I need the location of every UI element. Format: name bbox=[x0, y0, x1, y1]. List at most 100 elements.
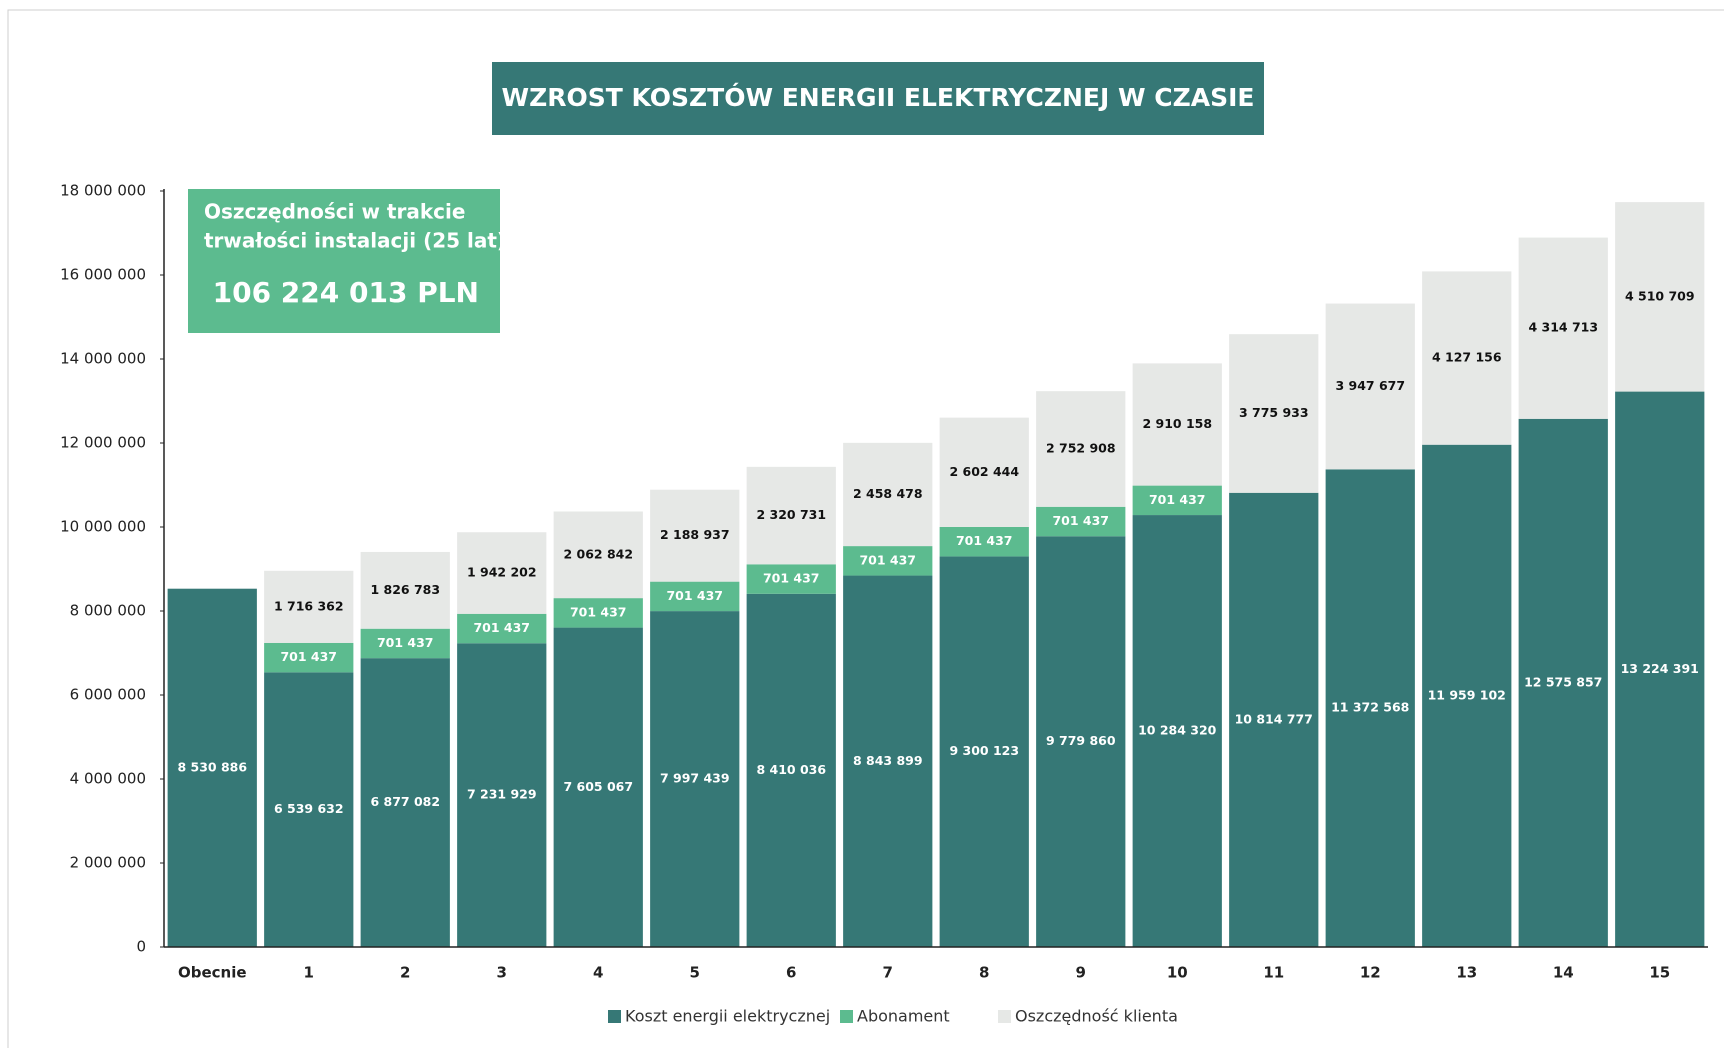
bar-segment bbox=[939, 526, 1029, 557]
bar-segment bbox=[843, 442, 933, 547]
bar-segment bbox=[264, 642, 354, 673]
value-label: 13 224 391 bbox=[1621, 661, 1699, 676]
value-label: 11 959 102 bbox=[1428, 687, 1506, 702]
bar-segment bbox=[457, 613, 547, 644]
value-label: 8 410 036 bbox=[756, 762, 826, 777]
y-tick-label: 12 000 000 bbox=[60, 434, 146, 452]
bar-segment bbox=[1132, 363, 1222, 486]
x-tick-label: 6 bbox=[786, 964, 796, 982]
value-label: 8 843 899 bbox=[853, 753, 923, 768]
x-tick-label: 2 bbox=[400, 964, 410, 982]
annotation-box bbox=[188, 189, 500, 333]
bar-segment bbox=[650, 489, 740, 582]
y-tick-label: 8 000 000 bbox=[70, 602, 146, 620]
value-label: 2 458 478 bbox=[853, 486, 923, 501]
value-label: 701 437 bbox=[666, 588, 723, 603]
value-label: 7 605 067 bbox=[563, 779, 633, 794]
value-label: 9 779 860 bbox=[1046, 733, 1116, 748]
bar-segment bbox=[746, 593, 836, 947]
bar-segment bbox=[457, 643, 547, 947]
y-tick-label: 14 000 000 bbox=[60, 350, 146, 368]
value-label: 701 437 bbox=[859, 552, 916, 567]
x-tick-label: 13 bbox=[1456, 964, 1477, 982]
bar-segment bbox=[1615, 202, 1705, 392]
x-tick-label: 9 bbox=[1076, 964, 1086, 982]
bar-segment bbox=[1422, 271, 1512, 445]
legend-swatch bbox=[608, 1010, 621, 1023]
bar-segment bbox=[1422, 444, 1512, 947]
bar-segment bbox=[746, 466, 836, 565]
y-tick-label: 10 000 000 bbox=[60, 518, 146, 536]
value-label: 4 510 709 bbox=[1625, 288, 1695, 303]
bar-segment bbox=[1325, 469, 1415, 947]
value-label: 2 062 842 bbox=[563, 546, 633, 561]
chart-title: WZROST KOSZTÓW ENERGII ELEKTRYCZNEJ W CZ… bbox=[502, 82, 1255, 112]
x-tick-label: Obecnie bbox=[178, 964, 247, 982]
bar-segment bbox=[1132, 485, 1222, 516]
annotation-text: trwałości instalacji (25 lat): bbox=[204, 229, 514, 253]
value-label: 701 437 bbox=[473, 620, 530, 635]
value-label: 3 947 677 bbox=[1335, 378, 1405, 393]
value-label: 1 716 362 bbox=[274, 598, 344, 613]
annotation-value: 106 224 013 PLN bbox=[213, 276, 479, 309]
x-tick-label: 1 bbox=[304, 964, 314, 982]
bar-segment bbox=[1036, 391, 1126, 507]
bar-segment bbox=[650, 581, 740, 612]
bar-segment bbox=[1036, 506, 1126, 537]
bar-segment bbox=[1036, 536, 1126, 947]
y-tick-label: 0 bbox=[136, 938, 146, 956]
value-label: 7 997 439 bbox=[660, 771, 730, 786]
y-tick-label: 2 000 000 bbox=[70, 854, 146, 872]
bar-segment bbox=[939, 417, 1029, 527]
value-label: 701 437 bbox=[763, 571, 820, 586]
x-tick-label: 8 bbox=[979, 964, 989, 982]
bar-segment bbox=[843, 546, 933, 576]
value-label: 2 188 937 bbox=[660, 527, 730, 542]
bar-segment bbox=[1325, 303, 1415, 470]
bar-segment bbox=[553, 627, 643, 947]
bar-segment bbox=[360, 551, 450, 629]
x-tick-label: 12 bbox=[1360, 964, 1381, 982]
legend-label: Oszczędność klienta bbox=[1015, 1007, 1178, 1026]
value-label: 701 437 bbox=[570, 604, 627, 619]
annotation-text: Oszczędności w trakcie bbox=[204, 200, 465, 224]
legend-label: Abonament bbox=[857, 1007, 950, 1026]
bar-segment bbox=[1615, 391, 1705, 948]
bar-segment bbox=[167, 588, 257, 947]
value-label: 3 775 933 bbox=[1239, 405, 1309, 420]
value-label: 1 826 783 bbox=[370, 582, 440, 597]
value-label: 10 284 320 bbox=[1138, 723, 1217, 738]
y-tick-label: 4 000 000 bbox=[70, 770, 146, 788]
x-tick-label: 4 bbox=[593, 964, 603, 982]
bar-segment bbox=[264, 570, 354, 643]
bar-segment bbox=[1518, 418, 1608, 948]
legend-label: Koszt energii elektrycznej bbox=[625, 1007, 830, 1026]
x-tick-label: 3 bbox=[497, 964, 507, 982]
value-label: 6 539 632 bbox=[274, 801, 344, 816]
bar-segment bbox=[264, 672, 354, 947]
title-box bbox=[492, 62, 1264, 135]
y-tick-label: 6 000 000 bbox=[70, 686, 146, 704]
x-tick-label: 11 bbox=[1263, 964, 1284, 982]
value-label: 2 752 908 bbox=[1046, 440, 1116, 455]
value-label: 701 437 bbox=[1052, 513, 1109, 528]
x-tick-label: 15 bbox=[1649, 964, 1670, 982]
bar-segment bbox=[1518, 237, 1608, 419]
value-label: 12 575 857 bbox=[1524, 674, 1602, 689]
legend-swatch bbox=[840, 1010, 853, 1023]
value-label: 2 320 731 bbox=[756, 507, 826, 522]
value-label: 701 437 bbox=[956, 533, 1013, 548]
bar-segment bbox=[457, 532, 547, 614]
bar-segment bbox=[746, 564, 836, 594]
bar-segment bbox=[939, 556, 1029, 947]
y-tick-label: 18 000 000 bbox=[60, 182, 146, 200]
x-tick-label: 10 bbox=[1167, 964, 1188, 982]
value-label: 1 942 202 bbox=[467, 565, 537, 580]
bar-segment bbox=[1132, 515, 1222, 947]
value-label: 11 372 568 bbox=[1331, 700, 1409, 715]
value-label: 701 437 bbox=[280, 649, 337, 664]
value-label: 7 231 929 bbox=[467, 787, 537, 802]
x-tick-label: 14 bbox=[1553, 964, 1574, 982]
value-label: 701 437 bbox=[377, 635, 434, 650]
bar-segment bbox=[360, 658, 450, 947]
